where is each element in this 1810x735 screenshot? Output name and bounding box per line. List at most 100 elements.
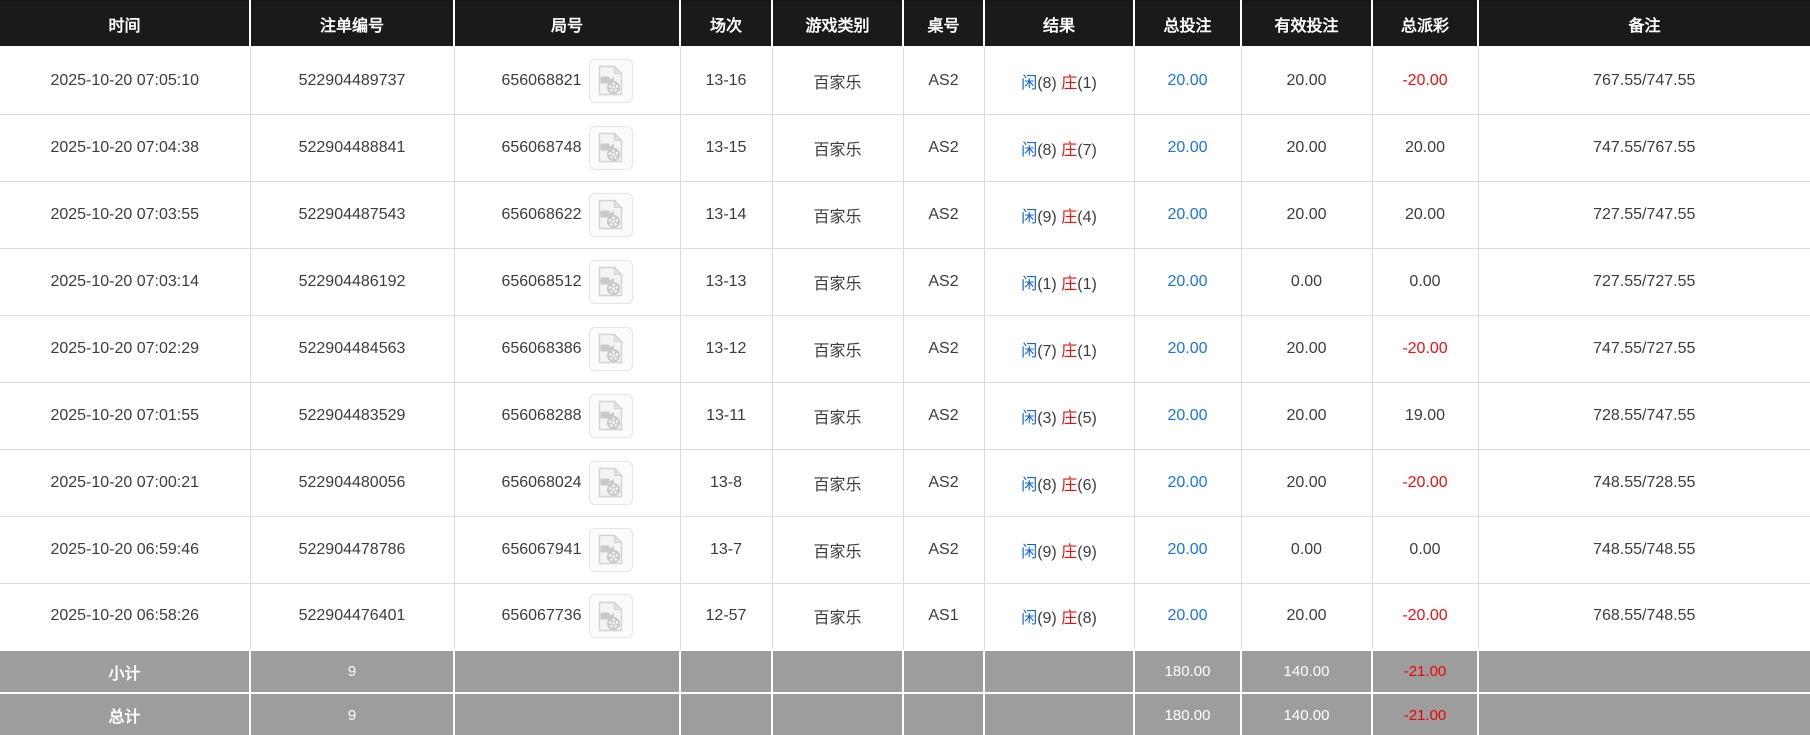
table-row: 2025-10-20 07:03:14 522904486192 656068512… xyxy=(0,247,1810,316)
time-cell: 2025-10-20 07:04:38 xyxy=(0,113,251,182)
remark-cell: 747.55/727.55 xyxy=(1477,314,1810,383)
payout-cell: -20.00 xyxy=(1371,582,1479,651)
result-banker-label: 庄 xyxy=(1061,74,1078,92)
table-footer: 小计 9 180.00 140.00 -21.00 总计 9 180.00 140.00 -21.… xyxy=(0,649,1810,735)
session-cell: 13-12 xyxy=(679,314,773,383)
result-player-label: 闲 xyxy=(1021,543,1038,561)
result-banker-label: 庄 xyxy=(1061,610,1078,628)
round-id: 656068386 xyxy=(501,339,582,357)
col-header-total-bet: 总投注 xyxy=(1133,1,1242,48)
result-player-label: 闲 xyxy=(1021,476,1038,494)
bet-id-cell: 522904476401 xyxy=(249,582,455,651)
result-player-score: (9) xyxy=(1037,543,1057,561)
video-replay-icon xyxy=(598,467,623,498)
result-cell: 闲(9) 庄(4) xyxy=(983,180,1135,249)
round-cell: 656068024 xyxy=(453,448,681,517)
session-cell: 13-16 xyxy=(679,46,773,115)
video-replay-button[interactable] xyxy=(588,393,633,438)
time-cell: 2025-10-20 07:00:21 xyxy=(0,448,251,517)
valid-bet-cell: 20.00 xyxy=(1240,113,1373,182)
video-replay-button[interactable] xyxy=(588,460,633,505)
remark-cell: 728.55/747.55 xyxy=(1477,381,1810,450)
valid-bet-cell: 0.00 xyxy=(1240,515,1373,584)
video-replay-button[interactable] xyxy=(588,259,633,304)
bet-id-cell: 522904488841 xyxy=(249,113,455,182)
video-replay-button[interactable] xyxy=(588,594,633,639)
round-wrap: 656068024 xyxy=(501,460,633,505)
remark-cell: 727.55/727.55 xyxy=(1477,247,1810,316)
time-cell: 2025-10-20 06:59:46 xyxy=(0,515,251,584)
session-cell: 13-13 xyxy=(679,247,773,316)
result-player-score: (3) xyxy=(1037,409,1057,427)
payout-cell: -20.00 xyxy=(1371,448,1479,517)
table-no-cell: AS2 xyxy=(902,381,985,450)
table-no-cell: AS1 xyxy=(902,582,985,651)
summary-empty-cell-game-type xyxy=(771,649,904,694)
summary-remark-cell xyxy=(1477,692,1810,735)
result-player-score: (8) xyxy=(1037,476,1057,494)
summary-empty-cell-table-no xyxy=(902,649,985,694)
result-banker-score: (9) xyxy=(1077,543,1097,561)
session-cell: 13-14 xyxy=(679,180,773,249)
video-replay-button[interactable] xyxy=(588,125,633,170)
payout-cell: 20.00 xyxy=(1371,113,1479,182)
summary-total-bet-cell: 180.00 xyxy=(1133,692,1242,735)
result-cell: 闲(3) 庄(5) xyxy=(983,381,1135,450)
round-cell: 656068821 xyxy=(453,46,681,115)
col-header-remark: 备注 xyxy=(1477,1,1810,48)
total-bet-cell: 20.00 xyxy=(1133,381,1242,450)
table-row: 2025-10-20 06:59:46 522904478786 656067941… xyxy=(0,515,1810,584)
result-banker-label: 庄 xyxy=(1061,543,1078,561)
remark-cell: 767.55/747.55 xyxy=(1477,46,1810,115)
summary-valid-bet-cell: 140.00 xyxy=(1240,649,1373,694)
col-header-time: 时间 xyxy=(0,1,251,48)
total-bet-cell: 20.00 xyxy=(1133,180,1242,249)
video-replay-icon xyxy=(598,132,623,163)
round-id: 656068821 xyxy=(501,71,582,89)
game-type-cell: 百家乐 xyxy=(771,314,904,383)
round-cell: 656068386 xyxy=(453,314,681,383)
video-replay-button[interactable] xyxy=(588,527,633,572)
round-id: 656068622 xyxy=(501,205,582,223)
payout-cell: 0.00 xyxy=(1371,247,1479,316)
result-cell: 闲(9) 庄(9) xyxy=(983,515,1135,584)
video-replay-button[interactable] xyxy=(588,58,633,103)
summary-payout-cell: -21.00 xyxy=(1371,649,1479,694)
video-replay-button[interactable] xyxy=(588,192,633,237)
round-id: 656068748 xyxy=(501,138,582,156)
summary-empty-cell-game-type xyxy=(771,692,904,735)
remark-cell: 768.55/748.55 xyxy=(1477,582,1810,651)
summary-empty-cell-result xyxy=(983,649,1135,694)
total-bet-cell: 20.00 xyxy=(1133,314,1242,383)
total-bet-cell: 20.00 xyxy=(1133,113,1242,182)
table-body: 2025-10-20 07:05:10 522904489737 656068821… xyxy=(0,46,1810,651)
round-cell: 656068748 xyxy=(453,113,681,182)
table-no-cell: AS2 xyxy=(902,113,985,182)
round-wrap: 656068512 xyxy=(501,259,633,304)
video-replay-icon xyxy=(598,199,623,230)
col-header-session: 场次 xyxy=(679,1,773,48)
result-banker-label: 庄 xyxy=(1061,409,1078,427)
video-replay-button[interactable] xyxy=(588,326,633,371)
table-row: 2025-10-20 07:04:38 522904488841 656068748… xyxy=(0,113,1810,182)
round-id: 656068512 xyxy=(501,272,582,290)
valid-bet-cell: 20.00 xyxy=(1240,46,1373,115)
summary-count-cell: 9 xyxy=(249,692,455,735)
payout-cell: 19.00 xyxy=(1371,381,1479,450)
payout-cell: -20.00 xyxy=(1371,314,1479,383)
summary-empty-cell-result xyxy=(983,692,1135,735)
session-cell: 13-15 xyxy=(679,113,773,182)
result-banker-score: (6) xyxy=(1077,476,1097,494)
session-cell: 12-57 xyxy=(679,582,773,651)
game-type-cell: 百家乐 xyxy=(771,515,904,584)
video-replay-icon xyxy=(598,333,623,364)
result-player-score: (9) xyxy=(1037,208,1057,226)
game-type-cell: 百家乐 xyxy=(771,381,904,450)
video-replay-icon xyxy=(598,65,623,96)
result-banker-score: (1) xyxy=(1077,342,1097,360)
round-cell: 656068288 xyxy=(453,381,681,450)
summary-empty-cell-session xyxy=(679,649,773,694)
bet-id-cell: 522904483529 xyxy=(249,381,455,450)
